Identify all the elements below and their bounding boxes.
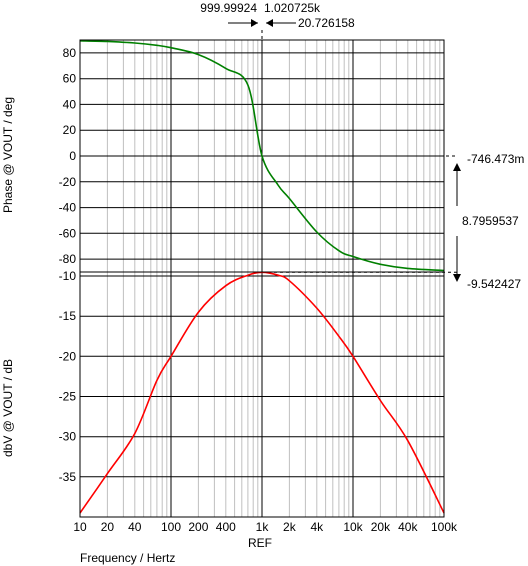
dbv-axis-label: dbV @ VOUT / dB [1, 359, 15, 457]
cursor-y-bottom-value: -9.542427 [467, 277, 521, 291]
ref-label: REF [248, 536, 272, 550]
phase-tick-label: -80 [59, 252, 77, 266]
x-tick-label: 20k [371, 520, 391, 534]
cursor-y-delta-value: 8.7959537 [462, 214, 519, 228]
phase-axis-label: Phase @ VOUT / deg [1, 97, 15, 213]
x-tick-label: 20 [101, 520, 115, 534]
x-tick-label: 200 [188, 520, 208, 534]
cursor-a-arrowhead [251, 19, 258, 27]
x-tick-label: 100 [161, 520, 181, 534]
dbv-panel-frame [79, 271, 445, 518]
x-tick-label: 400 [216, 520, 236, 534]
tick-layer: 806040200-20-40-60-80-10-15-20-25-30-351… [59, 46, 458, 534]
phase-series-line [79, 40, 445, 272]
cursor-a-value: 999.99924 [200, 1, 257, 15]
cursor-b-arrowhead [266, 19, 273, 27]
x-tick-label: 10 [73, 520, 87, 534]
phase-tick-label: 0 [69, 149, 76, 163]
dbv-tick-label: -30 [59, 430, 77, 444]
cursor-readout: 999.99924 1.020725k 20.726158 -746.473m … [200, 1, 524, 291]
x-tick-label: 10k [343, 520, 363, 534]
phase-tick-label: 60 [63, 72, 77, 86]
phase-tick-label: 80 [63, 46, 77, 60]
dbv-tick-label: -35 [59, 470, 77, 484]
cursor-delta-value: 20.726158 [298, 16, 355, 30]
x-tick-label: 40k [398, 520, 418, 534]
x-tick-label: 4k [310, 520, 324, 534]
x-axis-label: Frequency / Hertz [80, 551, 175, 565]
dbv-tick-label: -25 [59, 390, 77, 404]
frame-layer [79, 39, 445, 518]
cursor-y-top-value: -746.473m [467, 152, 524, 166]
dbv-tick-label: -20 [59, 349, 77, 363]
phase-tick-label: -40 [59, 201, 77, 215]
dbv-tick-label: -10 [59, 269, 77, 283]
phase-tick-label: -20 [59, 175, 77, 189]
phase-tick-label: 20 [63, 123, 77, 137]
x-tick-label: 1k [256, 520, 270, 534]
cursor-y-down-arrowhead [453, 274, 461, 282]
phase-tick-label: -60 [59, 226, 77, 240]
cursor-y-up-arrowhead [453, 163, 461, 171]
dbv-tick-label: -15 [59, 309, 77, 323]
grid-layer [79, 30, 458, 517]
phase-tick-label: 40 [63, 97, 77, 111]
x-tick-label: 2k [283, 520, 297, 534]
cursor-b-value: 1.020725k [264, 1, 321, 15]
x-tick-label: 40 [128, 520, 142, 534]
x-tick-label: 100k [431, 520, 458, 534]
